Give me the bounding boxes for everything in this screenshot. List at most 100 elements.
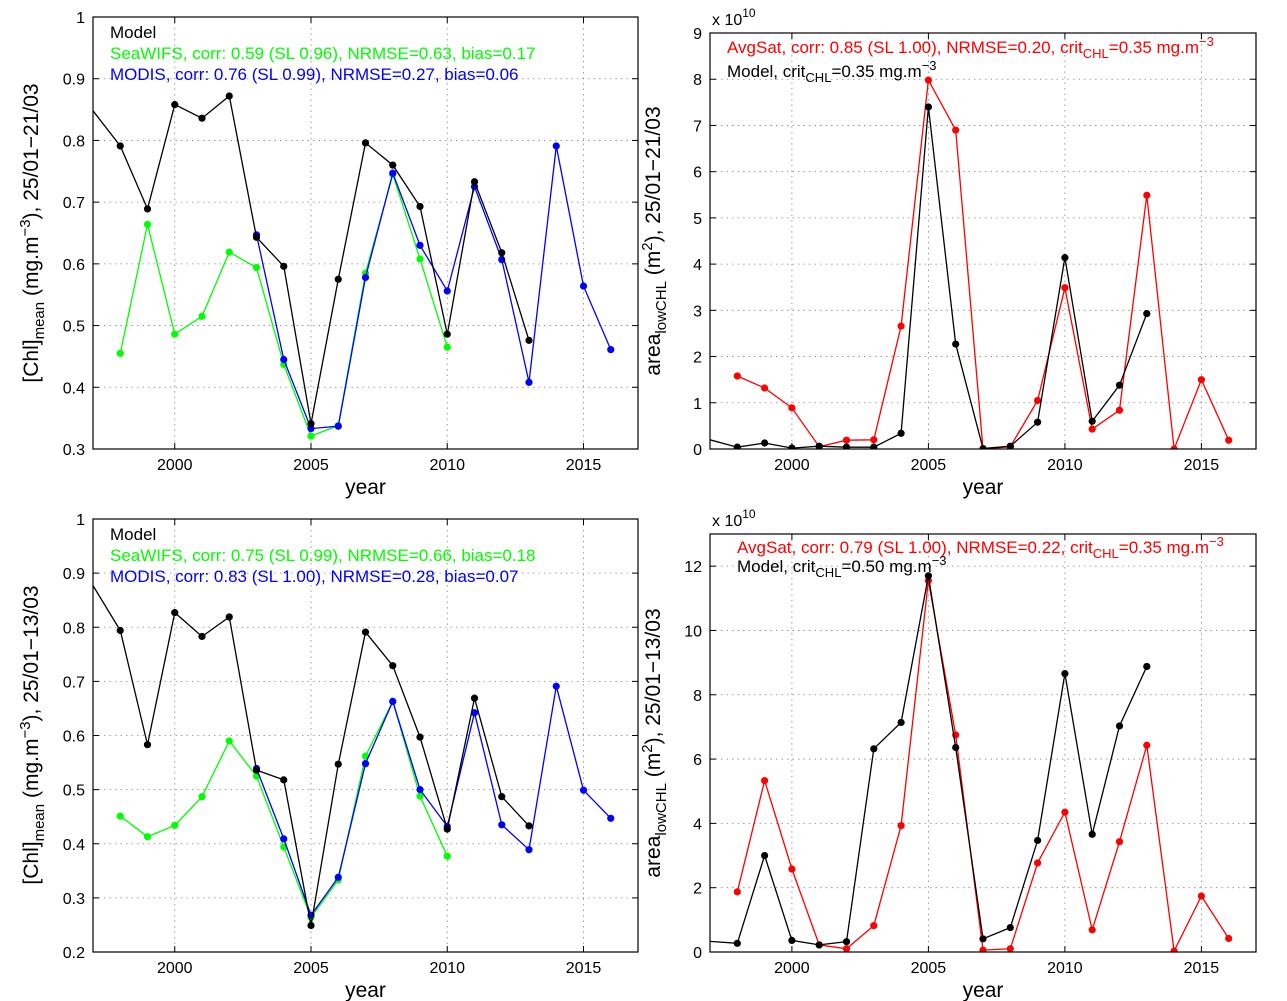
data-point [498, 821, 506, 829]
grid [93, 519, 638, 952]
y-tick-label: 3 [693, 303, 702, 320]
data-point [198, 632, 206, 641]
x-tick-label: 2000 [157, 960, 193, 977]
data-point [897, 822, 905, 830]
data-point [525, 378, 533, 386]
data-point [1034, 859, 1042, 867]
data-point [470, 694, 479, 702]
y-tick-label: 1 [76, 10, 85, 27]
series-line [255, 686, 612, 917]
data-point [733, 939, 741, 947]
x-tick-label: 2010 [1047, 457, 1083, 474]
data-point [1197, 892, 1205, 900]
x-axis-label: year [963, 979, 1004, 1001]
data-point [443, 287, 451, 295]
x-tick-label: 2000 [774, 960, 810, 977]
data-point [280, 262, 288, 270]
y-axis-label: arealowCHL (m2), 25/01−21/03 [639, 106, 670, 375]
y-tick-label: 12 [684, 559, 702, 576]
y-tick-label: 8 [693, 688, 702, 705]
data-point [334, 873, 342, 881]
data-point [389, 169, 397, 177]
data-point [198, 312, 206, 320]
y-tick-label: 6 [693, 752, 702, 769]
data-point [416, 786, 424, 794]
data-point [307, 425, 315, 433]
legend-entry: AvgSat, corr: 0.79 (SL 1.00), NRMSE=0.22… [737, 534, 1224, 561]
series-1 [116, 697, 451, 921]
data-point [788, 865, 796, 873]
data-point [307, 921, 315, 930]
legend-entry: MODIS, corr: 0.83 (SL 1.00), NRMSE=0.28,… [110, 567, 519, 586]
data-point [733, 372, 741, 380]
series-2 [252, 682, 615, 919]
series-1 [733, 76, 1233, 449]
data-point [1197, 376, 1205, 384]
data-point [1006, 923, 1014, 932]
data-point [952, 743, 960, 752]
data-point [280, 835, 288, 843]
data-point [1006, 945, 1014, 952]
x-tick-label: 2010 [1047, 960, 1083, 977]
data-point [1115, 406, 1124, 414]
data-point [361, 628, 370, 636]
data-point [470, 709, 479, 717]
y-axis-label: arealowCHL (m2), 25/01−13/03 [639, 608, 670, 877]
y-tick-label: 0.8 [63, 133, 85, 150]
data-point [788, 936, 796, 945]
y-tick-label: 8 [693, 72, 702, 89]
data-point [171, 609, 179, 617]
y-tick-label: 7 [693, 118, 702, 135]
data-point [171, 821, 179, 829]
data-point [416, 202, 424, 211]
y-tick-label: 0.4 [63, 837, 85, 854]
data-point [498, 249, 506, 257]
data-point [552, 142, 560, 150]
data-point [389, 697, 397, 706]
y-axis-label: [Chl]mean (mg.m−3), 25/01−13/03 [17, 585, 48, 884]
axes-box [709, 533, 1257, 953]
data-point [280, 776, 288, 784]
axes-box [709, 32, 1257, 450]
y-tick-label: 0.9 [63, 566, 85, 583]
data-point [1143, 309, 1151, 318]
data-point [116, 349, 124, 357]
data-point [1115, 838, 1124, 846]
y-tick-label: 0.3 [63, 891, 85, 908]
y-tick-label: 2 [693, 881, 702, 898]
data-point [552, 682, 560, 690]
data-point [897, 322, 905, 330]
data-point [1088, 830, 1096, 838]
x-tick-label: 2015 [566, 960, 602, 977]
y-tick-label: 0.5 [63, 783, 85, 800]
data-point [1170, 947, 1178, 952]
data-point [443, 825, 451, 833]
data-point [842, 436, 851, 444]
chart-panel-2: 2000 2005 2010 2015 0 1 2 3 4 5 6 7 8 9 AvgSat, corr: … [639, 6, 1257, 499]
legend-entry: Model, critCHL=0.50 mg.m−3 [737, 553, 947, 580]
data-point [361, 273, 370, 282]
data-point [1225, 934, 1233, 943]
legend-entry: SeaWIFS, corr: 0.75 (SL 0.99), NRMSE=0.6… [110, 546, 536, 565]
y-tick-label: 0.7 [63, 674, 85, 691]
x-axis-label: year [345, 476, 386, 499]
data-point [334, 760, 342, 768]
data-point [525, 336, 533, 344]
data-point [761, 439, 769, 447]
data-point [788, 444, 796, 449]
data-point [116, 626, 124, 635]
data-point [733, 443, 741, 449]
x-axis-label: year [963, 476, 1004, 499]
y-tick-label: 0.9 [63, 72, 85, 89]
y-tick-label: 0 [693, 945, 702, 962]
data-point [1006, 442, 1014, 449]
series-2 [252, 142, 615, 433]
data-point [143, 741, 152, 749]
legend-entry: SeaWIFS, corr: 0.59 (SL 0.96), NRMSE=0.6… [110, 44, 536, 63]
axis-multiplier: x 1010 [712, 507, 756, 530]
data-point [815, 941, 823, 949]
y-tick-label: 6 [693, 165, 702, 182]
data-point [1061, 254, 1069, 262]
data-point [1225, 436, 1233, 444]
data-point [788, 404, 796, 412]
